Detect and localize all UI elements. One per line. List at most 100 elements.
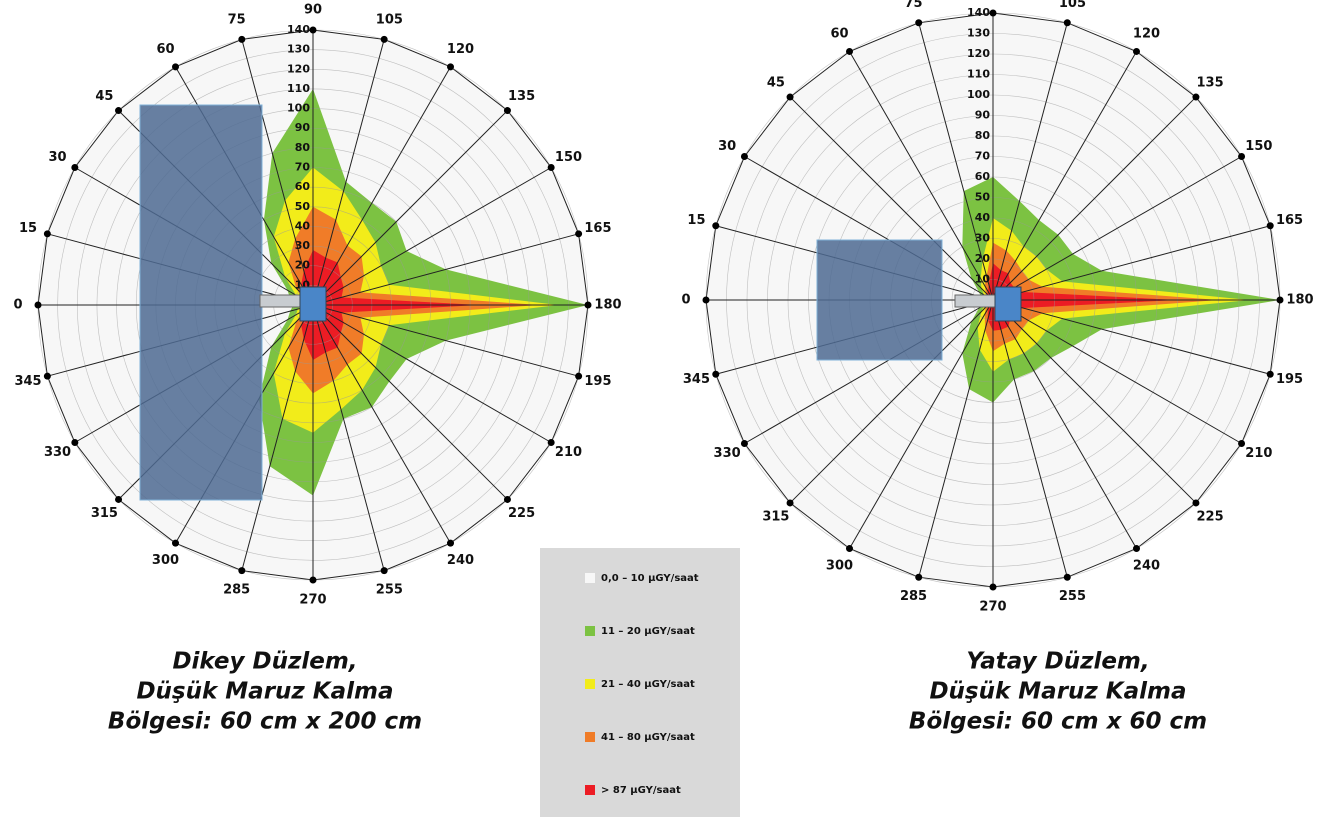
angle-label: 210 xyxy=(555,445,582,460)
spoke-dot xyxy=(35,302,42,309)
spoke-dot xyxy=(585,302,592,309)
angle-label: 345 xyxy=(14,374,41,389)
angle-label: 330 xyxy=(714,446,741,461)
angle-label: 165 xyxy=(1276,213,1303,228)
low-exposure-zone xyxy=(817,240,942,360)
legend-label: 41 – 80 µGY/saat xyxy=(601,732,695,743)
angle-label: 75 xyxy=(904,0,922,11)
spoke-dot xyxy=(115,496,122,503)
spoke-dot xyxy=(1192,499,1199,506)
r-tick-label: 50 xyxy=(295,200,311,213)
spoke-dot xyxy=(703,297,710,304)
r-tick-label: 80 xyxy=(295,141,311,154)
angle-label: 150 xyxy=(555,150,582,165)
spoke-dot xyxy=(1133,545,1140,552)
r-tick-label: 10 xyxy=(975,273,991,286)
legend-label: 11 – 20 µGY/saat xyxy=(601,626,695,637)
legend-swatch xyxy=(585,573,595,583)
spoke-dot xyxy=(172,63,179,70)
legend-label: 21 – 40 µGY/saat xyxy=(601,679,695,690)
angle-label: 255 xyxy=(1059,589,1086,604)
r-tick-label: 100 xyxy=(967,88,990,101)
spoke-dot xyxy=(846,48,853,55)
r-tick-label: 30 xyxy=(295,239,311,252)
angle-label: 0 xyxy=(13,298,22,313)
spoke-dot xyxy=(1238,153,1245,160)
spoke-dot xyxy=(741,440,748,447)
angle-label: 135 xyxy=(508,89,535,104)
spoke-dot xyxy=(712,222,719,229)
r-tick-label: 80 xyxy=(975,129,991,142)
r-tick-label: 130 xyxy=(967,27,990,40)
r-tick-label: 130 xyxy=(287,43,310,56)
angle-label: 225 xyxy=(508,506,535,521)
angle-label: 120 xyxy=(447,42,474,57)
r-tick-label: 110 xyxy=(967,68,990,81)
spoke-dot xyxy=(1192,94,1199,101)
angle-label: 225 xyxy=(1197,510,1224,525)
r-tick-label: 110 xyxy=(287,82,310,95)
angle-label: 60 xyxy=(830,27,848,42)
angle-label: 135 xyxy=(1197,75,1224,90)
angle-label: 15 xyxy=(19,221,37,236)
spoke-dot xyxy=(71,439,78,446)
caption: Düşük Maruz Kalma xyxy=(136,679,393,705)
r-tick-label: 120 xyxy=(967,47,990,60)
angle-label: 195 xyxy=(1276,372,1303,387)
spoke-dot xyxy=(381,36,388,43)
r-tick-label: 90 xyxy=(295,121,311,134)
spoke-dot xyxy=(238,36,245,43)
r-tick-label: 60 xyxy=(295,180,311,193)
spoke-dot xyxy=(575,230,582,237)
angle-label: 75 xyxy=(228,13,246,28)
legend-swatch xyxy=(585,679,595,689)
angle-label: 150 xyxy=(1245,139,1272,154)
legend-swatch xyxy=(585,732,595,742)
angle-label: 240 xyxy=(1133,558,1160,573)
spoke-dot xyxy=(915,19,922,26)
r-tick-label: 30 xyxy=(975,232,991,245)
angle-label: 270 xyxy=(299,593,326,608)
caption: Yatay Düzlem, xyxy=(966,649,1149,675)
r-tick-label: 40 xyxy=(975,211,991,224)
angle-label: 90 xyxy=(984,0,1002,1)
spoke-dot xyxy=(310,27,317,34)
spoke-dot xyxy=(846,545,853,552)
r-tick-label: 20 xyxy=(975,252,991,265)
spoke-dot xyxy=(44,230,51,237)
angle-label: 105 xyxy=(376,13,403,28)
angle-label: 0 xyxy=(681,293,690,308)
r-tick-label: 90 xyxy=(975,109,991,122)
spoke-dot xyxy=(447,540,454,547)
spoke-dot xyxy=(44,373,51,380)
spoke-dot xyxy=(1133,48,1140,55)
spoke-dot xyxy=(1238,440,1245,447)
spoke-dot xyxy=(504,496,511,503)
spoke-dot xyxy=(71,164,78,171)
spoke-dot xyxy=(548,164,555,171)
angle-label: 285 xyxy=(223,582,250,597)
angle-label: 315 xyxy=(762,510,789,525)
angle-label: 120 xyxy=(1133,27,1160,42)
caption: Düşük Maruz Kalma xyxy=(929,679,1186,705)
spoke-dot xyxy=(915,574,922,581)
r-tick-label: 70 xyxy=(295,161,311,174)
spoke-dot xyxy=(172,540,179,547)
angle-label: 345 xyxy=(683,372,710,387)
angle-label: 270 xyxy=(979,600,1006,615)
r-tick-label: 60 xyxy=(975,170,991,183)
spoke-dot xyxy=(990,584,997,591)
device-head xyxy=(995,287,1021,321)
page: 0153045607590105120135150165180195210225… xyxy=(0,0,1332,817)
spoke-dot xyxy=(115,107,122,114)
angle-label: 300 xyxy=(826,558,853,573)
spoke-dot xyxy=(712,371,719,378)
r-tick-label: 20 xyxy=(295,259,311,272)
r-tick-label: 120 xyxy=(287,62,310,75)
legend-swatch xyxy=(585,626,595,636)
angle-label: 330 xyxy=(44,445,71,460)
spoke-dot xyxy=(1064,574,1071,581)
spoke-dot xyxy=(787,499,794,506)
angle-label: 60 xyxy=(156,42,174,57)
angle-label: 165 xyxy=(584,221,611,236)
